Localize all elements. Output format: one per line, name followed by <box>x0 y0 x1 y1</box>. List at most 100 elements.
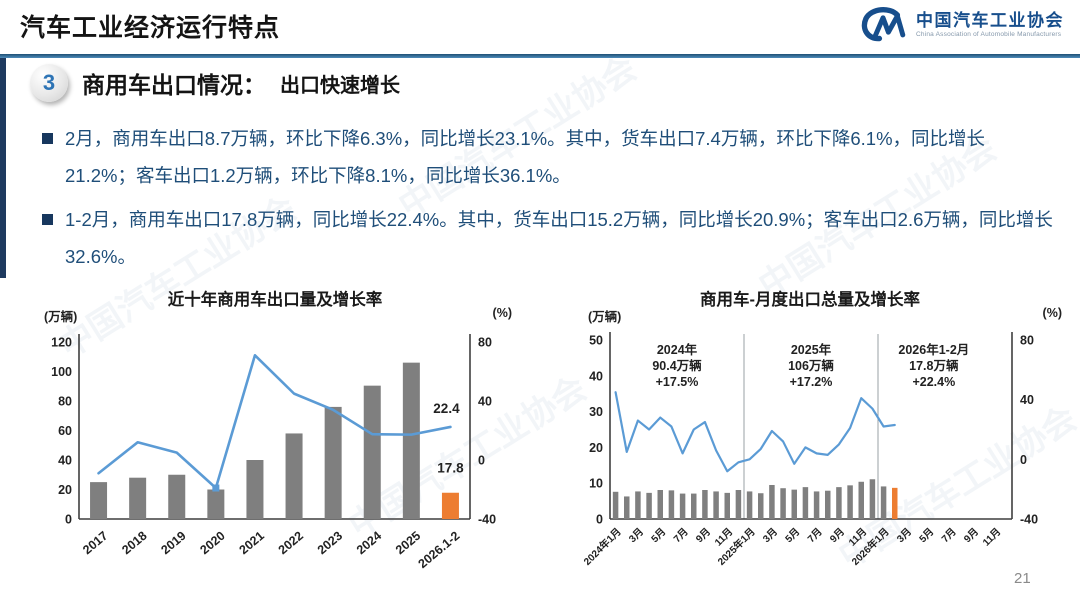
bar <box>441 492 459 519</box>
left-axis-unit-label: (万辆) <box>44 310 78 324</box>
annotation-line: +17.2% <box>790 375 833 389</box>
monthly-export-chart-panel: 商用车-月度出口总量及增长率 (万辆) (%) 50 40 30 20 10 0 80 40 0… <box>548 282 1072 604</box>
right-tick-label: 0 <box>478 454 485 468</box>
section-subtitle: 出口快速增长 <box>280 74 400 97</box>
section-title: 商用车出口情况： <box>82 72 266 98</box>
caam-logo-icon <box>861 7 906 42</box>
left-tick-label: 40 <box>58 454 72 468</box>
annotation-line: 90.4万辆 <box>652 358 702 373</box>
right-tick-label: 40 <box>478 395 492 409</box>
right-axis-unit-label: (%) <box>492 306 512 320</box>
left-tick-label: 100 <box>51 365 72 379</box>
right-tick-label: 80 <box>478 336 492 350</box>
x-axis-label: 5月 <box>917 526 936 545</box>
logo-c-stroke <box>861 7 901 42</box>
annotation-line: +17.5% <box>656 375 699 389</box>
right-tick-label: -40 <box>1020 513 1038 527</box>
bar <box>847 485 853 519</box>
bar <box>892 487 898 519</box>
left-tick-label: 0 <box>65 513 72 527</box>
bar <box>758 493 764 519</box>
x-axis-label: 9月 <box>828 526 847 545</box>
right-tick-label: 40 <box>1020 393 1034 407</box>
bar <box>129 477 147 519</box>
page-title: 汽车工业经济运行特点 <box>20 14 281 42</box>
left-tick-label: 20 <box>589 441 603 455</box>
x-axis-label: 5月 <box>649 526 668 545</box>
bar <box>869 479 876 519</box>
bar <box>691 493 697 519</box>
chart-title: 商用车-月度出口总量及增长率 <box>700 291 920 309</box>
left-tick-label: 0 <box>596 513 603 527</box>
bar <box>880 486 887 519</box>
left-tick-label: 120 <box>51 336 72 350</box>
annotation-line: +22.4% <box>912 375 955 389</box>
value-label: 22.4 <box>433 401 460 416</box>
x-axis-label: 9月 <box>962 526 981 545</box>
x-axis-label: 11月 <box>980 526 1003 549</box>
logo-m-stroke <box>872 13 906 40</box>
bar <box>657 490 663 519</box>
org-name-cn: 中国汽车工业协会 <box>916 11 1064 31</box>
bullet-square-icon <box>42 214 53 225</box>
annotation-line: 2026年1-2月 <box>898 342 969 357</box>
bar <box>668 490 675 519</box>
x-axis-label: 2021 <box>237 529 267 558</box>
left-tick-label: 20 <box>58 483 72 497</box>
x-axis-label: 5月 <box>783 526 802 545</box>
left-tick-label: 10 <box>589 477 603 491</box>
x-axis-label: 7月 <box>805 526 824 545</box>
x-axis-label: 2024 <box>354 529 384 558</box>
bar <box>724 492 730 519</box>
chart-title: 近十年商用车出口量及增长率 <box>167 291 383 309</box>
left-tick-label: 80 <box>58 395 72 409</box>
bar <box>746 491 753 519</box>
bar <box>825 490 831 519</box>
line-marker <box>212 484 220 492</box>
bar <box>802 487 809 519</box>
x-axis-label: 2018 <box>119 529 149 558</box>
bar <box>402 362 420 519</box>
left-tick-label: 30 <box>589 405 603 419</box>
growth-line <box>97 353 452 490</box>
bar <box>713 491 719 519</box>
bar <box>679 493 686 519</box>
bar <box>813 491 820 519</box>
x-axis-label: 7月 <box>671 526 690 545</box>
right-tick-label: 80 <box>1020 334 1034 348</box>
page-number: 21 <box>1014 570 1031 587</box>
annotation-line: 2024年 <box>657 342 698 357</box>
annotation-line: 17.8万辆 <box>909 358 959 373</box>
bar <box>646 492 652 519</box>
x-axis-label: 2025 <box>393 529 423 558</box>
x-axis-label: 2022 <box>276 529 306 558</box>
x-axis-label: 2023 <box>315 529 345 558</box>
x-axis-label: 2024年1月 <box>581 525 624 568</box>
bar <box>836 487 842 519</box>
bar <box>246 460 264 519</box>
annotation-line: 2025年 <box>791 342 832 357</box>
growth-line <box>614 391 896 473</box>
x-axis-label: 3月 <box>761 526 780 545</box>
org-name-en: China Association of Automobile Manufact… <box>916 30 1062 38</box>
list-item: 2月，商用车出口8.7万辆，环比下降6.3%，同比增长23.1%。其中，货车出口… <box>42 120 1054 194</box>
list-item: 1-2月，商用车出口17.8万辆，同比增长22.4%。其中，货车出口15.2万辆… <box>42 201 1054 275</box>
section-heading: 3 商用车出口情况： 出口快速增长 <box>30 64 400 102</box>
bar <box>363 385 381 519</box>
x-axis-label: 2017 <box>80 529 110 558</box>
left-tick-label: 50 <box>589 334 603 348</box>
x-axis-label: 2020 <box>197 529 227 558</box>
x-axis-label: 9月 <box>694 526 713 545</box>
left-tick-label: 60 <box>58 424 72 438</box>
x-axis-label: 3月 <box>895 526 914 545</box>
bar <box>735 490 742 519</box>
bar <box>702 490 708 519</box>
x-axis-label: 7月 <box>939 526 958 545</box>
bar <box>635 491 641 519</box>
bar <box>624 496 630 519</box>
bullet-list: 2月，商用车出口8.7万辆，环比下降6.3%，同比增长23.1%。其中，货车出口… <box>42 120 1054 282</box>
value-label: 17.8 <box>437 461 464 476</box>
annotation-line: 106万辆 <box>788 358 834 373</box>
right-axis-unit-label: (%) <box>1042 306 1062 320</box>
